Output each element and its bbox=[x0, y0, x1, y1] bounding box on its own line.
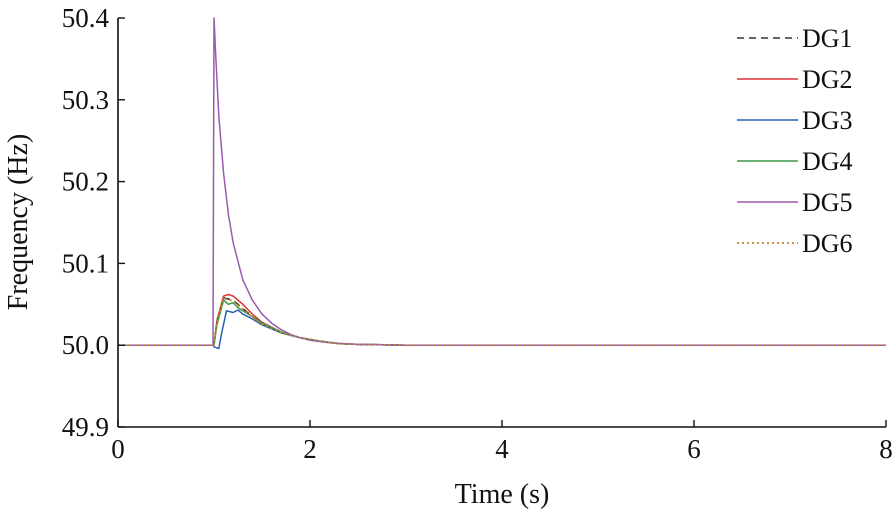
y-tick-label: 50.0 bbox=[62, 330, 109, 360]
legend-label-dg4: DG4 bbox=[802, 147, 853, 176]
y-axis-label: Frequency (Hz) bbox=[3, 134, 34, 310]
series-layer bbox=[118, 17, 886, 350]
x-tick-label: 2 bbox=[303, 434, 317, 464]
x-axis-label: Time (s) bbox=[455, 479, 550, 510]
series-line-dg5 bbox=[118, 17, 886, 346]
x-ticks: 0 2 4 6 8 bbox=[111, 420, 893, 464]
x-tick-label: 8 bbox=[879, 434, 893, 464]
series-line-dg3 bbox=[118, 309, 886, 350]
y-tick-label: 50.1 bbox=[62, 248, 109, 278]
legend-label-dg3: DG3 bbox=[802, 106, 853, 135]
y-tick-label: 50.4 bbox=[62, 3, 110, 33]
legend-label-dg6: DG6 bbox=[802, 229, 853, 258]
y-tick-label: 50.2 bbox=[62, 167, 109, 197]
legend-label-dg5: DG5 bbox=[802, 188, 853, 217]
x-tick-label: 6 bbox=[687, 434, 701, 464]
series-line-dg4 bbox=[118, 299, 886, 346]
y-ticks: 49.9 50.0 50.1 50.2 50.3 50.4 bbox=[62, 3, 125, 442]
y-tick-label: 49.9 bbox=[62, 412, 109, 442]
x-tick-label: 4 bbox=[495, 434, 509, 464]
legend-label-dg2: DG2 bbox=[802, 65, 853, 94]
x-tick-label: 0 bbox=[111, 434, 125, 464]
series-line-dg6 bbox=[118, 297, 886, 347]
y-tick-label: 50.3 bbox=[62, 85, 109, 115]
legend: DG1 DG2 DG3 DG4 DG5 DG6 bbox=[737, 24, 853, 258]
series-line-dg1 bbox=[118, 297, 886, 346]
legend-label-dg1: DG1 bbox=[802, 24, 853, 53]
